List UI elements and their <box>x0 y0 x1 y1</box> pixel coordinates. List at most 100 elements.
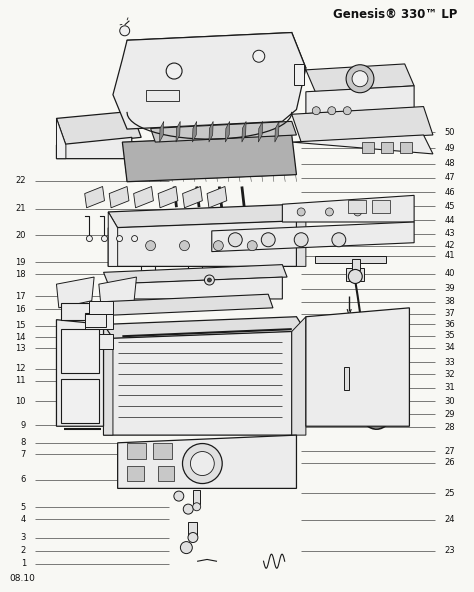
Text: 1: 1 <box>21 559 26 568</box>
Bar <box>90 301 113 314</box>
Circle shape <box>191 452 214 475</box>
Polygon shape <box>99 277 137 308</box>
Circle shape <box>297 208 305 216</box>
Polygon shape <box>103 324 113 435</box>
Circle shape <box>146 241 155 250</box>
Polygon shape <box>292 317 306 435</box>
Polygon shape <box>108 204 306 228</box>
Circle shape <box>174 491 184 501</box>
Polygon shape <box>160 121 164 142</box>
Bar <box>294 64 304 85</box>
Text: 40: 40 <box>445 269 455 278</box>
Text: 2: 2 <box>21 546 26 555</box>
Text: 48: 48 <box>445 159 456 169</box>
Polygon shape <box>283 195 414 222</box>
Polygon shape <box>212 222 414 252</box>
Polygon shape <box>103 265 287 284</box>
Text: 37: 37 <box>445 309 456 318</box>
Circle shape <box>183 504 193 514</box>
Polygon shape <box>151 121 296 142</box>
Polygon shape <box>242 121 246 142</box>
Polygon shape <box>306 64 414 92</box>
Text: 20: 20 <box>15 230 26 240</box>
Polygon shape <box>109 186 129 208</box>
Circle shape <box>228 233 242 247</box>
Bar <box>188 522 197 535</box>
Text: 6: 6 <box>20 475 26 484</box>
Text: 34: 34 <box>445 343 456 352</box>
Text: 19: 19 <box>15 258 26 267</box>
Text: 47: 47 <box>445 173 456 182</box>
Text: 35: 35 <box>445 331 456 340</box>
Text: Genesis® 330™ LP: Genesis® 330™ LP <box>333 8 457 21</box>
Text: 5: 5 <box>21 503 26 512</box>
Text: 9: 9 <box>21 420 26 430</box>
Bar <box>381 142 393 153</box>
Circle shape <box>120 26 130 36</box>
Polygon shape <box>56 118 66 159</box>
Text: 41: 41 <box>445 251 455 260</box>
Bar <box>315 256 386 263</box>
Text: 15: 15 <box>15 321 26 330</box>
Bar <box>61 379 99 423</box>
Bar <box>193 490 200 504</box>
Polygon shape <box>192 121 197 142</box>
Text: 16: 16 <box>15 304 26 314</box>
Bar <box>352 259 360 270</box>
Circle shape <box>193 503 201 511</box>
Text: 33: 33 <box>445 358 456 367</box>
Polygon shape <box>108 221 296 266</box>
Circle shape <box>181 542 192 554</box>
Text: 27: 27 <box>445 446 456 456</box>
Polygon shape <box>85 186 104 208</box>
Text: 24: 24 <box>445 515 455 525</box>
Text: 50: 50 <box>445 127 455 137</box>
Polygon shape <box>56 111 141 145</box>
Circle shape <box>261 233 275 247</box>
Bar <box>61 329 99 373</box>
Circle shape <box>326 208 333 216</box>
Polygon shape <box>103 277 283 299</box>
Circle shape <box>294 233 308 247</box>
Bar <box>153 443 172 459</box>
Circle shape <box>343 107 351 115</box>
Polygon shape <box>258 121 263 142</box>
Polygon shape <box>113 33 306 129</box>
Polygon shape <box>118 435 296 488</box>
Circle shape <box>346 65 374 93</box>
Bar <box>400 142 412 153</box>
Text: 08.10: 08.10 <box>9 574 35 584</box>
Circle shape <box>208 278 211 282</box>
Polygon shape <box>292 135 433 154</box>
Text: 18: 18 <box>15 269 26 279</box>
Polygon shape <box>108 212 118 266</box>
Bar <box>158 466 174 481</box>
Circle shape <box>204 275 214 285</box>
Text: 28: 28 <box>445 423 456 432</box>
Circle shape <box>182 443 222 484</box>
Polygon shape <box>275 121 279 142</box>
Polygon shape <box>158 186 178 208</box>
Polygon shape <box>209 121 213 142</box>
Polygon shape <box>103 317 306 339</box>
Text: 23: 23 <box>445 546 456 555</box>
Text: 25: 25 <box>445 488 455 498</box>
Text: 8: 8 <box>20 438 26 448</box>
Circle shape <box>101 236 108 242</box>
Text: 43: 43 <box>445 229 456 239</box>
Text: 14: 14 <box>15 333 26 342</box>
Circle shape <box>188 533 198 542</box>
Text: 32: 32 <box>445 369 456 379</box>
Circle shape <box>180 241 190 250</box>
Polygon shape <box>207 186 227 208</box>
Bar <box>346 268 364 281</box>
Bar <box>85 314 106 327</box>
Circle shape <box>348 269 362 284</box>
Polygon shape <box>134 186 154 208</box>
Polygon shape <box>56 137 132 159</box>
Polygon shape <box>226 121 229 142</box>
Text: 42: 42 <box>445 241 455 250</box>
Polygon shape <box>56 320 103 426</box>
Circle shape <box>132 236 137 242</box>
Bar <box>362 142 374 153</box>
